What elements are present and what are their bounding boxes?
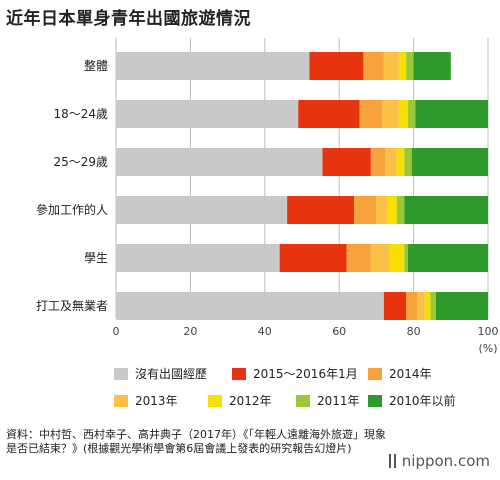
bar-segment [298,100,360,128]
bar-segment [322,148,371,176]
legend-item: 2014年 [368,365,432,382]
x-tick-label: 20 [183,325,197,338]
legend-swatch [232,367,246,380]
bar-segment [387,196,397,224]
legend-label: 2012年 [229,394,272,408]
bar-segment [116,292,384,320]
bar-segment [413,52,451,80]
legend-label: 2013年 [135,394,178,408]
bar-segment [408,244,488,272]
category-label: 打工及無業者 [36,298,108,313]
bar-segment [417,292,425,320]
bar-segment [116,100,299,128]
source-note: 資料：中村哲、西村幸子、高井典子（2017年）《「年輕人遠離海外旅遊」現象是否已… [6,428,386,455]
bar-segment [383,52,399,80]
bar-segment [116,196,288,224]
legend-label: 2011年 [317,394,360,408]
x-unit-label: (%) [478,342,497,355]
brand-name: nippon.com [401,452,490,470]
legend-item: 2010年以前 [368,392,456,409]
bar-segment [404,196,488,224]
legend-label: 沒有出國經歷 [135,367,208,381]
bar-segment [287,196,355,224]
bar-segment [415,100,488,128]
bars-layer [116,52,488,320]
bar-segment [376,196,388,224]
bar-segment [279,244,347,272]
category-label: 25～29歲 [53,155,108,169]
bar-segment [389,244,405,272]
bar-segment [406,52,414,80]
bar-segment [404,244,409,272]
legend-swatch [368,367,382,380]
legend-swatch [114,394,128,407]
legend-swatch [368,394,382,407]
bar-segment [406,292,418,320]
legend-label: 2015～2016年1月 [253,367,358,381]
brand-icon [388,454,396,468]
bar-segment [424,292,431,320]
category-label: 學生 [84,251,108,265]
bar-segment [370,148,386,176]
bar-segment [309,52,364,80]
bar-segment [396,196,405,224]
bar-segment [370,244,390,272]
bar-segment [383,292,407,320]
bar-segment [411,148,488,176]
bar-segment [116,52,310,80]
labels-layer: 0 20 40 60 80 100 (%) 整體 18～24歲 25～29歲參加工作的人學生打工及… [36,58,499,355]
legend-swatch [208,394,222,407]
legend-item: 2011年 [296,392,360,409]
bar-segment [116,148,323,176]
legend-item: 2015～2016年1月 [232,365,358,382]
bar-segment [398,52,407,80]
legend-swatch [296,394,310,407]
category-label: 18～24歲 [53,107,108,121]
x-tick-label: 60 [332,325,346,338]
legend-item: 沒有出國經歷 [114,365,207,382]
bar-segment [408,100,416,128]
category-label: 整體 [84,58,108,73]
x-tick-label: 80 [407,325,421,338]
bar-segment [385,148,397,176]
chart-title: 近年日本單身青年出國旅遊情況 [6,9,251,29]
bar-segment [396,148,405,176]
brand-logo: nippon.com [388,452,490,470]
bar-segment [381,100,399,128]
legend-item: 2012年 [208,392,272,409]
legend-label: 2014年 [389,367,432,381]
bar-segment [363,52,384,80]
bar-segment [346,244,371,272]
x-tick-label: 100 [478,325,499,338]
bar-segment [398,100,409,128]
legend-swatch [114,367,128,380]
legend-label: 2010年以前 [389,394,456,408]
bar-segment [430,292,436,320]
legend-item: 2013年 [114,392,178,409]
bar-segment [359,100,382,128]
category-label: 參加工作的人 [36,202,108,217]
bar-segment [116,244,280,272]
bar-segment [404,148,412,176]
x-tick-label: 0 [113,325,120,338]
bar-segment [435,292,488,320]
bar-segment [354,196,377,224]
x-tick-label: 40 [258,325,272,338]
